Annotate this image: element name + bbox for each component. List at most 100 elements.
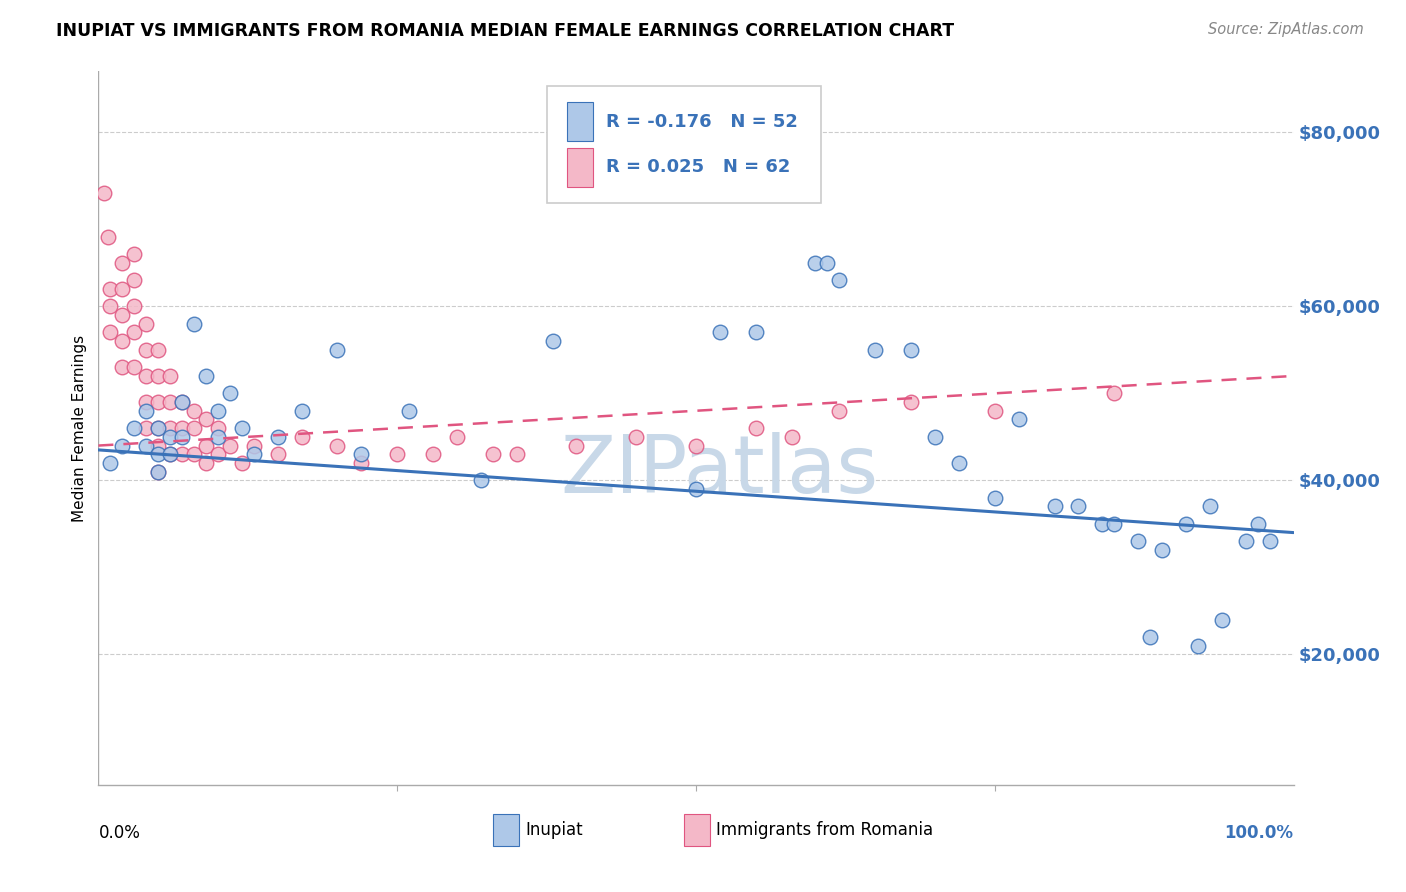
Point [745,421,768,435]
Point [350,447,373,461]
Point [1067,500,1090,514]
Point [422,447,444,461]
Point [481,447,505,461]
Point [124,326,146,340]
Point [98,456,122,470]
Point [172,395,194,409]
Point [148,421,170,435]
Point [924,430,946,444]
Point [780,430,803,444]
Point [111,334,134,348]
Bar [567,102,593,141]
Point [98,282,122,296]
Text: Source: ZipAtlas.com: Source: ZipAtlas.com [1208,22,1364,37]
Point [231,421,253,435]
Point [159,395,181,409]
Point [159,447,181,461]
Point [183,317,205,331]
Point [111,308,134,322]
Point [900,343,922,357]
Point [1043,500,1066,514]
Point [1199,500,1222,514]
Point [745,326,768,340]
Point [541,334,564,348]
Point [93,186,115,201]
Point [207,447,229,461]
Point [1091,516,1114,531]
Point [111,439,134,453]
Point [135,421,157,435]
Point [1139,630,1161,644]
Point [291,403,314,417]
Point [207,403,229,417]
Point [135,343,157,357]
Point [98,299,122,313]
Point [148,447,170,461]
Point [231,456,253,470]
Text: 100.0%: 100.0% [1225,824,1294,842]
Point [159,447,181,461]
Point [385,447,409,461]
Point [135,439,157,453]
Point [124,273,146,287]
Point [195,412,218,426]
Point [98,326,122,340]
Point [183,447,205,461]
Point [1128,534,1150,549]
Point [565,439,588,453]
Bar [567,148,593,187]
Point [172,430,194,444]
Point [1008,412,1031,426]
Point [207,421,229,435]
Point [97,229,120,244]
Text: Immigrants from Romania: Immigrants from Romania [716,821,934,838]
Point [219,386,242,401]
Point [195,368,218,383]
Point [135,317,157,331]
Point [148,395,170,409]
Point [135,395,157,409]
Point [470,474,492,488]
Point [148,343,170,357]
Point [148,421,170,435]
Point [207,430,229,444]
Text: INUPIAT VS IMMIGRANTS FROM ROMANIA MEDIAN FEMALE EARNINGS CORRELATION CHART: INUPIAT VS IMMIGRANTS FROM ROMANIA MEDIA… [56,22,955,40]
Point [709,326,731,340]
Point [1104,386,1126,401]
Point [948,456,970,470]
Point [172,447,194,461]
Point [111,282,134,296]
Point [1104,516,1126,531]
Point [828,403,851,417]
Point [326,343,349,357]
Point [1187,639,1209,653]
Point [148,465,170,479]
Point [900,395,922,409]
Point [506,447,529,461]
Point [111,360,134,375]
Point [172,395,194,409]
Point [828,273,851,287]
Point [685,439,707,453]
Point [326,439,349,453]
Bar [685,814,710,846]
Y-axis label: Median Female Earnings: Median Female Earnings [72,334,87,522]
Text: Inupiat: Inupiat [524,821,582,838]
Point [111,256,134,270]
Point [626,430,648,444]
Point [267,447,290,461]
Point [159,368,181,383]
Point [1258,534,1281,549]
Point [124,421,146,435]
Bar [494,814,519,846]
Point [124,360,146,375]
Point [804,256,827,270]
Point [267,430,290,444]
FancyBboxPatch shape [547,86,821,203]
Point [124,299,146,313]
Point [984,403,1007,417]
Point [195,456,218,470]
Point [183,403,205,417]
Text: ZIPatlas: ZIPatlas [561,432,879,510]
Point [124,247,146,261]
